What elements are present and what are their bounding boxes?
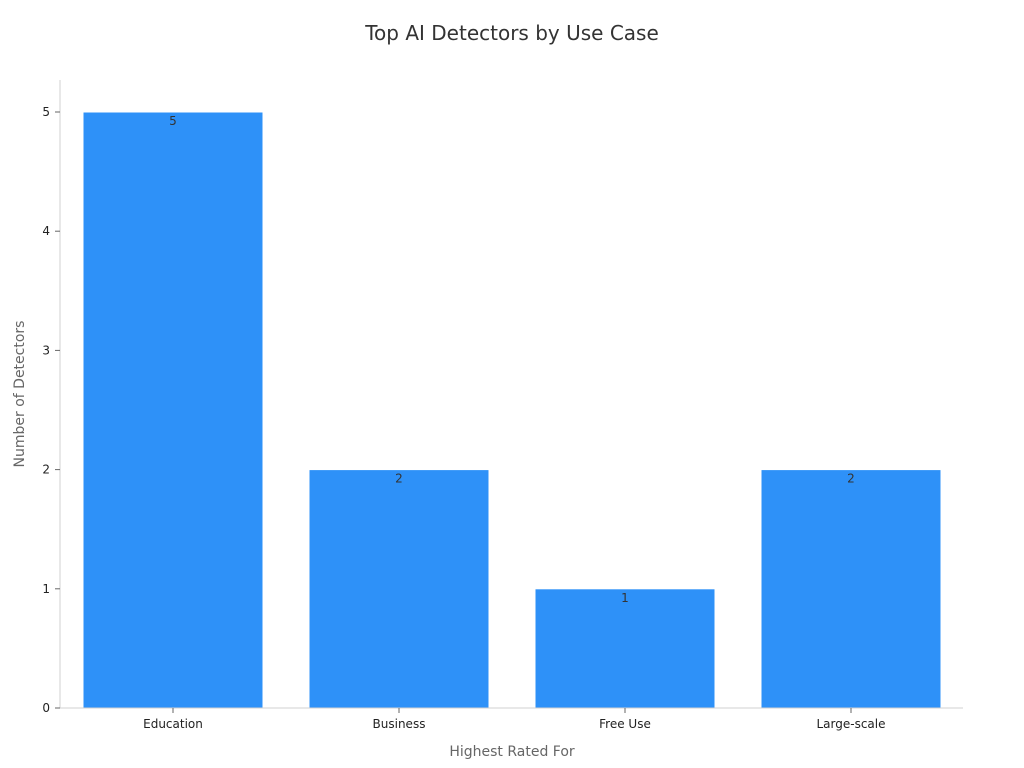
- y-axis-title: Number of Detectors: [12, 321, 28, 468]
- bar-free-use: [534, 588, 716, 709]
- bar-value-label: 2: [395, 472, 403, 486]
- y-ticks-group: 0 1 2 3 4 5: [42, 105, 60, 715]
- x-tick-label: Free Use: [599, 717, 651, 731]
- bar-value-label: 5: [169, 114, 177, 128]
- bar-education: [82, 111, 264, 709]
- bars-group: [82, 111, 942, 709]
- x-ticks-group: Education Business Free Use Large-scale: [143, 708, 886, 731]
- y-tick-label: 0: [42, 701, 50, 715]
- bar-value-label: 1: [621, 591, 629, 605]
- y-tick-label: 3: [42, 343, 50, 357]
- y-tick-label: 2: [42, 463, 50, 477]
- x-axis-title: Highest Rated For: [449, 744, 575, 760]
- bar-labels-group: 5 2 1 2: [169, 114, 855, 605]
- y-tick-label: 1: [42, 582, 50, 596]
- chart-title: Top AI Detectors by Use Case: [364, 21, 659, 45]
- bar-large-scale: [760, 469, 942, 709]
- bar-business: [308, 469, 490, 709]
- x-tick-label: Large-scale: [816, 717, 885, 731]
- x-tick-label: Business: [373, 717, 426, 731]
- y-tick-label: 4: [42, 224, 50, 238]
- y-tick-label: 5: [42, 105, 50, 119]
- x-tick-label: Education: [143, 717, 203, 731]
- bar-value-label: 2: [847, 472, 855, 486]
